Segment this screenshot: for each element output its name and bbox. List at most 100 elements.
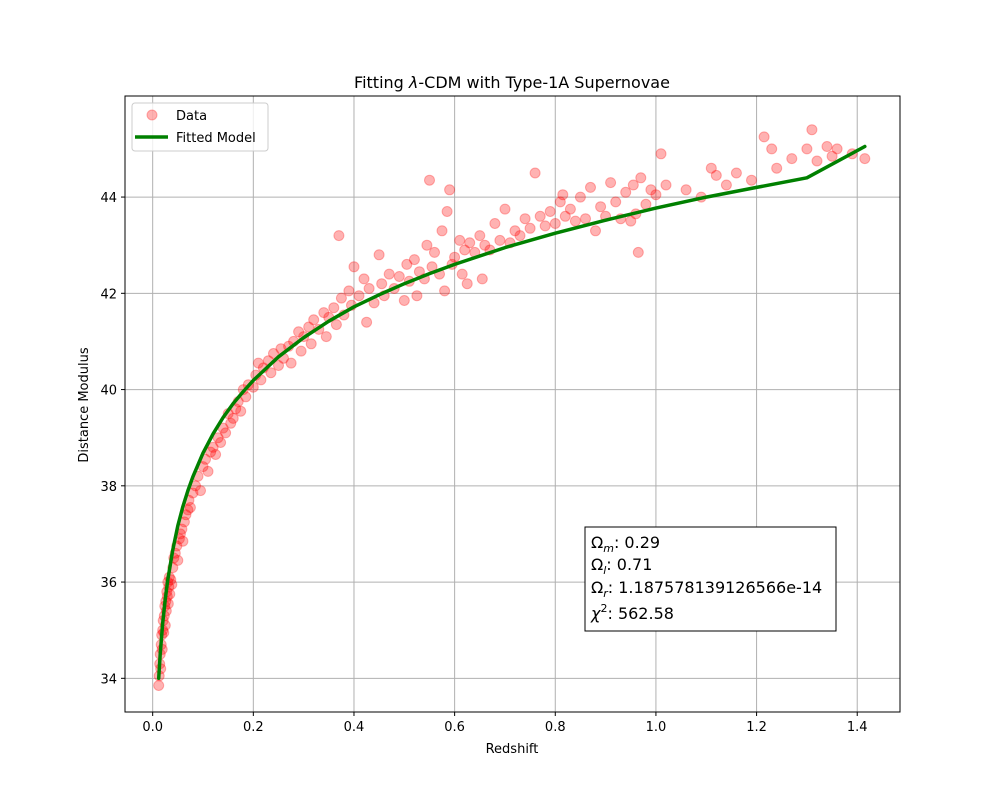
axes: 0.0 0.2 0.4 0.6 0.8 1.0 1.2 1.4 34 36 38 40 42 44	[100, 95, 901, 735]
data-point	[569, 215, 581, 227]
y-tick-label: 40	[100, 384, 117, 399]
data-point	[509, 225, 521, 237]
data-point	[411, 290, 423, 302]
data-point	[436, 225, 448, 237]
x-tick-label: 0.0	[142, 720, 163, 735]
data-point	[153, 680, 165, 691]
data-point	[559, 210, 571, 222]
data-point	[210, 449, 222, 460]
data-point	[318, 307, 330, 319]
omega-m-value: : 0.29	[614, 533, 660, 552]
data-point	[771, 162, 783, 174]
x-tick-label: 0.2	[243, 720, 264, 735]
data-point	[524, 222, 536, 234]
data-point	[320, 331, 332, 343]
data-point	[424, 174, 435, 186]
data-point	[574, 191, 586, 203]
data-point	[730, 167, 742, 179]
data-point	[398, 295, 410, 306]
y-tick-label: 36	[100, 576, 117, 591]
omega-l-value: : 0.71	[606, 555, 652, 574]
data-point	[620, 186, 632, 198]
data-point	[758, 131, 770, 143]
parameter-annotation: Ωm: 0.29 Ωl: 0.71 Ωr: 1.187578139126566e…	[584, 526, 837, 632]
data-point	[826, 150, 838, 162]
data-point	[625, 215, 637, 227]
data-point	[215, 437, 227, 448]
data-point	[454, 234, 466, 246]
data-point	[172, 554, 184, 566]
data-point	[285, 357, 297, 369]
omega-r-text: Ωr: 1.187578139126566e-14	[591, 578, 822, 600]
annotation-box	[584, 526, 837, 632]
plot-frame	[124, 95, 901, 713]
y-axis-label: Distance Modulus	[77, 347, 92, 462]
data-point	[353, 290, 365, 302]
data-point	[205, 446, 217, 458]
data-point	[660, 179, 672, 191]
data-point	[212, 432, 224, 444]
x-tick-label: 1.2	[746, 720, 767, 735]
data-point	[534, 210, 546, 222]
data-point	[564, 203, 576, 215]
data-point	[293, 326, 305, 338]
data-point	[305, 338, 317, 350]
data-point	[461, 278, 473, 290]
omega-l-symbol: Ω	[591, 555, 603, 574]
data-point	[361, 316, 373, 328]
y-tick-label: 38	[100, 480, 117, 495]
x-tick-label: 0.4	[344, 720, 365, 735]
data-point	[557, 189, 569, 201]
data-points	[153, 124, 871, 691]
data-point	[595, 201, 607, 213]
title-part-2: -CDM with Type-1A Supernovae	[418, 73, 670, 92]
y-tick-label: 34	[100, 672, 117, 687]
data-point	[335, 292, 347, 304]
omega-l-text: Ωl: 0.71	[591, 555, 652, 577]
data-point	[265, 367, 277, 379]
legend-model-label: Fitted Model	[176, 131, 256, 146]
data-point	[207, 441, 219, 453]
data-point	[459, 244, 471, 256]
data-point	[746, 174, 757, 186]
data-point	[519, 213, 531, 225]
data-point	[303, 321, 315, 333]
chi-superscript: 2	[600, 602, 607, 615]
data-point	[202, 465, 214, 477]
data-point	[766, 143, 778, 155]
data-point	[358, 273, 370, 285]
data-point	[645, 184, 657, 196]
x-tick-label: 0.8	[545, 720, 566, 735]
x-tick-label: 0.6	[444, 720, 465, 735]
data-point	[195, 485, 206, 497]
data-point	[720, 179, 732, 191]
data-point	[429, 246, 440, 258]
data-point	[627, 179, 639, 191]
data-point	[439, 285, 451, 297]
data-point	[383, 268, 395, 280]
data-point	[499, 203, 511, 215]
omega-m-subscript: m	[603, 542, 614, 555]
data-point	[590, 225, 601, 237]
title-part-1: Fitting	[354, 73, 409, 92]
omega-r-symbol: Ω	[591, 578, 603, 597]
data-point	[539, 220, 551, 232]
chi-symbol: χ	[590, 604, 601, 623]
data-point	[333, 230, 345, 242]
data-point	[408, 254, 420, 266]
data-point	[680, 184, 692, 196]
data-point	[580, 213, 591, 225]
x-tick-label: 1.0	[646, 720, 667, 735]
legend-data-marker	[146, 109, 158, 121]
data-point	[610, 196, 622, 208]
data-point	[449, 251, 461, 263]
data-point	[474, 230, 486, 242]
data-point	[444, 184, 456, 196]
data-point	[456, 268, 468, 280]
data-point	[225, 417, 237, 429]
data-point	[330, 319, 342, 331]
data-point	[348, 261, 360, 273]
data-point	[268, 348, 279, 359]
chi-squared-text: χ2: 562.58	[590, 602, 674, 623]
